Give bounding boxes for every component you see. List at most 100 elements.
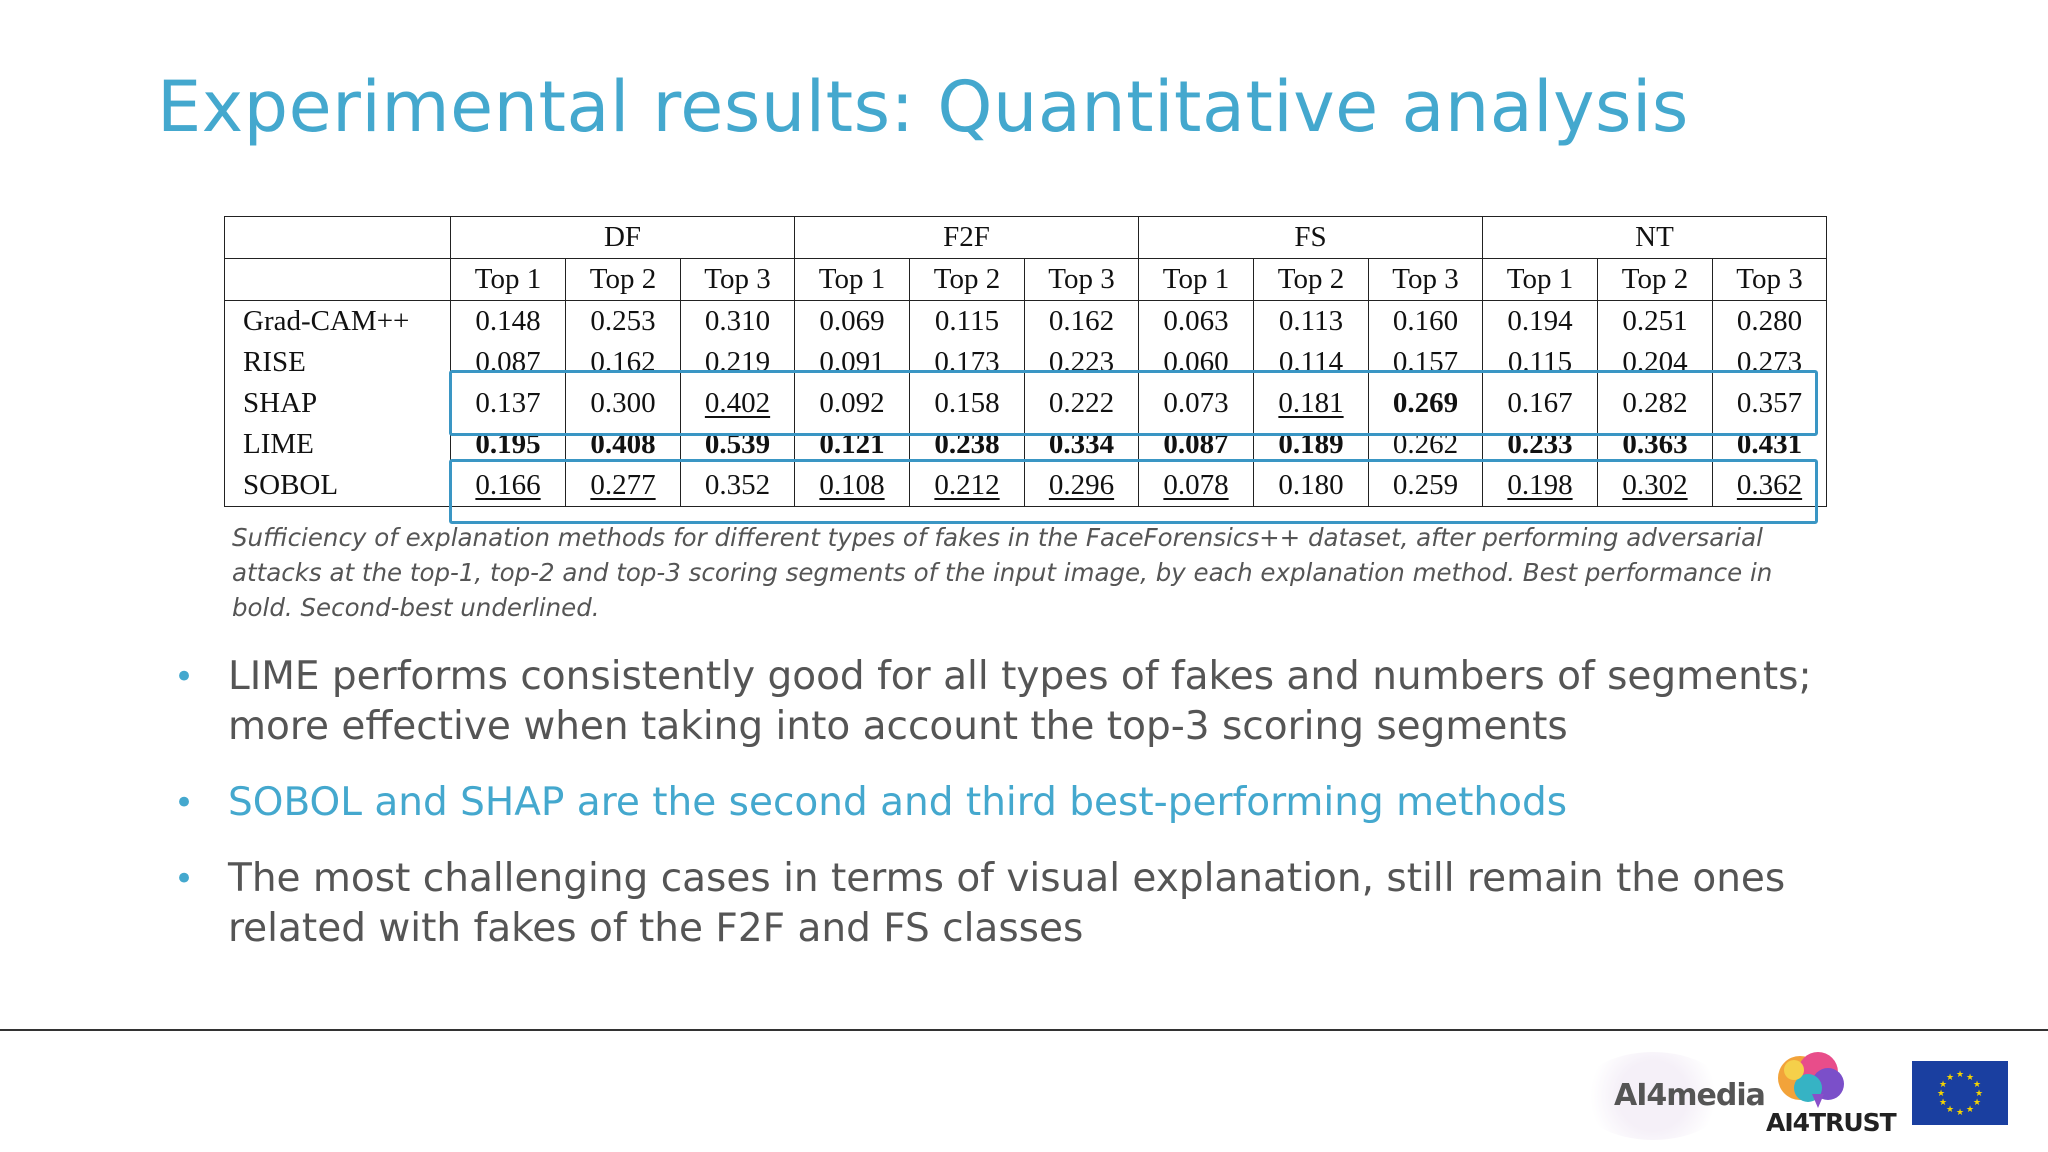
ai4media-logo-text: AI4media xyxy=(1614,1078,1766,1113)
value-cell: 0.251 xyxy=(1597,300,1713,342)
value-text: 0.115 xyxy=(934,305,1000,337)
value-text: 0.113 xyxy=(1278,305,1344,337)
group-header-f2f: F2F xyxy=(794,216,1139,259)
svg-text:★: ★ xyxy=(1946,1073,1954,1083)
subheader-cell: Top 2 xyxy=(1253,258,1369,301)
value-cell: 0.259 xyxy=(1368,465,1483,507)
value-cell: 0.162 xyxy=(1024,300,1139,342)
value-cell: 0.078 xyxy=(1138,465,1254,507)
value-text: 0.402 xyxy=(704,387,771,419)
value-text: 0.408 xyxy=(590,428,656,460)
bullet-list: • LIME performs consistently good for all… xyxy=(160,652,1920,980)
svg-text:★: ★ xyxy=(1973,1098,1981,1108)
value-text: 0.063 xyxy=(1163,305,1229,337)
value-cell: 0.539 xyxy=(680,424,795,465)
value-text: 0.114 xyxy=(1278,346,1344,378)
value-cell: 0.310 xyxy=(680,300,795,342)
method-name-cell: RISE xyxy=(224,342,451,383)
bullet-text: LIME performs consistently good for all … xyxy=(228,654,1812,749)
ai4media-logo: AI4media xyxy=(1578,1052,1766,1140)
table-row: SOBOL 0.166 0.277 0.352 0.108 0.212 0.296 0.078… xyxy=(224,465,1827,507)
value-text: 0.087 xyxy=(475,346,541,378)
value-cell: 0.277 xyxy=(565,465,681,507)
value-text: 0.115 xyxy=(1507,346,1573,378)
value-cell: 0.334 xyxy=(1024,424,1139,465)
subheader-cell: Top 1 xyxy=(794,258,910,301)
value-cell: 0.108 xyxy=(794,465,910,507)
table-caption: Sufficiency of explanation methods for d… xyxy=(232,523,1773,622)
eu-stars-icon: ★ ★★ ★★★ ★★★ ★★★ xyxy=(1937,1070,1983,1118)
value-cell: 0.189 xyxy=(1253,424,1369,465)
svg-text:★: ★ xyxy=(1973,1080,1981,1090)
value-cell: 0.408 xyxy=(565,424,681,465)
group-header-nt: NT xyxy=(1482,216,1827,259)
value-cell: 0.087 xyxy=(450,342,566,383)
value-text: 0.431 xyxy=(1736,428,1803,460)
value-cell: 0.219 xyxy=(680,342,795,383)
value-cell: 0.113 xyxy=(1253,300,1369,342)
bullet-item-highlighted: • SOBOL and SHAP are the second and third… xyxy=(160,778,1920,828)
value-cell: 0.115 xyxy=(1482,342,1598,383)
results-table-container: DF F2F FS NT Top 1 Top 2 Top 3 Top 1 Top… xyxy=(224,216,1827,524)
value-cell: 0.223 xyxy=(1024,342,1139,383)
value-cell: 0.431 xyxy=(1712,424,1827,465)
value-cell: 0.137 xyxy=(450,383,566,424)
table-row: RISE 0.087 0.162 0.219 0.091 0.173 0.223 0.060 0… xyxy=(224,342,1827,383)
value-text: 0.148 xyxy=(475,305,541,337)
value-text: 0.204 xyxy=(1622,346,1688,378)
value-cell: 0.167 xyxy=(1482,383,1598,424)
method-name-cell: SOBOL xyxy=(224,465,451,507)
value-text: 0.302 xyxy=(1622,469,1688,501)
method-name-cell: Grad-CAM++ xyxy=(224,300,451,342)
value-text: 0.167 xyxy=(1507,387,1573,419)
value-cell: 0.204 xyxy=(1597,342,1713,383)
value-cell: 0.402 xyxy=(680,383,795,424)
value-text: 0.334 xyxy=(1048,428,1115,460)
value-text: 0.280 xyxy=(1736,305,1803,337)
method-name-cell: LIME xyxy=(224,424,451,465)
table-row: Grad-CAM++ 0.148 0.253 0.310 0.069 0.115 0.162… xyxy=(224,300,1827,342)
value-text: 0.352 xyxy=(704,469,771,501)
value-cell: 0.160 xyxy=(1368,300,1483,342)
svg-text:★: ★ xyxy=(1956,1070,1964,1080)
value-text: 0.189 xyxy=(1278,428,1344,460)
value-cell: 0.282 xyxy=(1597,383,1713,424)
value-text: 0.269 xyxy=(1392,387,1459,419)
value-text: 0.282 xyxy=(1622,387,1688,419)
value-cell: 0.357 xyxy=(1712,383,1827,424)
value-cell: 0.362 xyxy=(1712,465,1827,507)
group-header-df: DF xyxy=(450,216,795,259)
value-cell: 0.063 xyxy=(1138,300,1254,342)
value-cell: 0.352 xyxy=(680,465,795,507)
value-text: 0.253 xyxy=(590,305,656,337)
value-text: 0.219 xyxy=(704,346,771,378)
value-cell: 0.148 xyxy=(450,300,566,342)
value-text: 0.157 xyxy=(1392,346,1459,378)
value-cell: 0.273 xyxy=(1712,342,1827,383)
value-cell: 0.195 xyxy=(450,424,566,465)
bullet-text: The most challenging cases in terms of v… xyxy=(228,856,1786,951)
value-text: 0.223 xyxy=(1048,346,1115,378)
value-cell: 0.233 xyxy=(1482,424,1598,465)
value-text: 0.251 xyxy=(1622,305,1688,337)
value-text: 0.539 xyxy=(704,428,771,460)
value-cell: 0.091 xyxy=(794,342,910,383)
value-text: 0.259 xyxy=(1392,469,1459,501)
results-table: DF F2F FS NT Top 1 Top 2 Top 3 Top 1 Top… xyxy=(224,216,1827,507)
value-text: 0.137 xyxy=(475,387,541,419)
table-row: SHAP 0.137 0.300 0.402 0.092 0.158 0.222 0.073 0… xyxy=(224,383,1827,424)
bullet-text: SOBOL and SHAP are the second and third … xyxy=(228,780,1568,825)
value-text: 0.195 xyxy=(475,428,541,460)
table-corner-cell xyxy=(224,258,451,301)
value-text: 0.362 xyxy=(1736,469,1803,501)
svg-text:★: ★ xyxy=(1939,1098,1947,1108)
value-cell: 0.194 xyxy=(1482,300,1598,342)
value-text: 0.162 xyxy=(1048,305,1115,337)
value-cell: 0.173 xyxy=(909,342,1025,383)
value-cell: 0.073 xyxy=(1138,383,1254,424)
slide-title: Experimental results: Quantitative analy… xyxy=(157,66,1689,148)
svg-text:★: ★ xyxy=(1956,1108,1964,1118)
value-text: 0.194 xyxy=(1507,305,1573,337)
table-corner-cell xyxy=(224,216,451,259)
svg-text:★: ★ xyxy=(1975,1089,1983,1099)
